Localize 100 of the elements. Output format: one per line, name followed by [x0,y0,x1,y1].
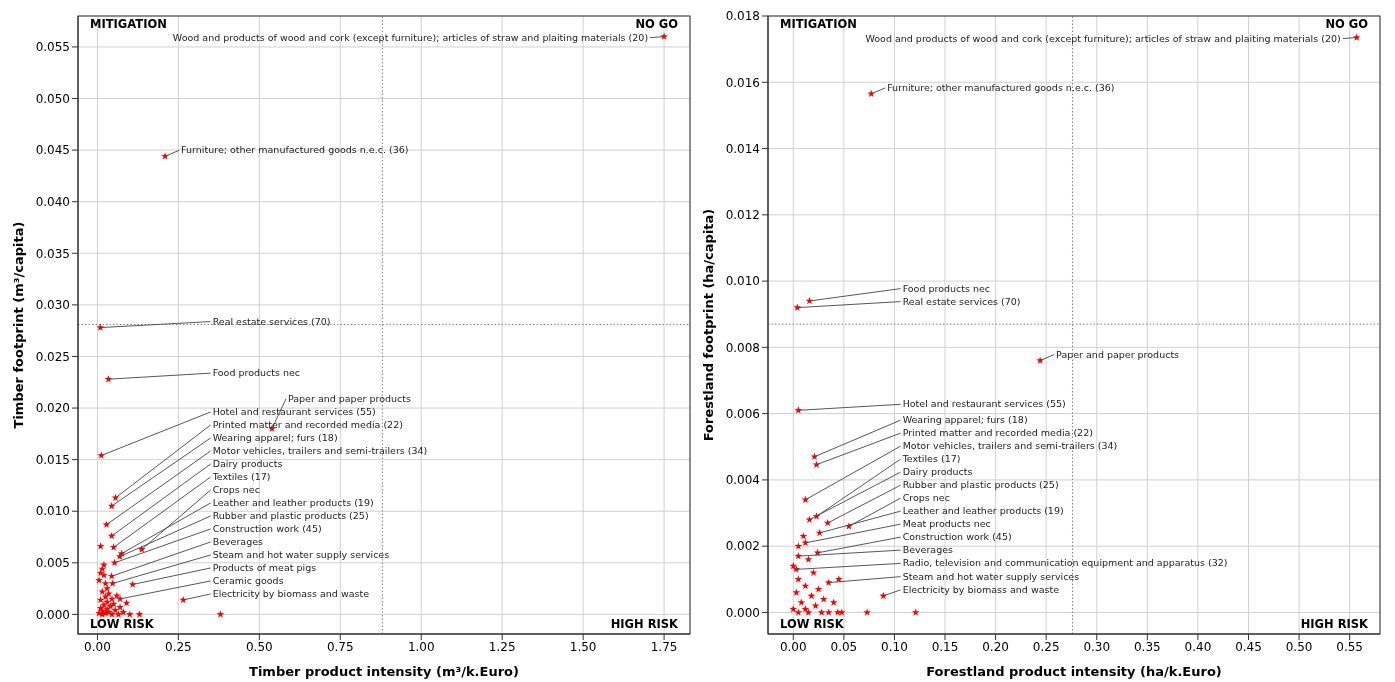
y-tick-label: 0.006 [725,406,760,421]
y-tick-label: 0.020 [35,401,70,416]
x-axis-title: Forestland product intensity (ha/k.Euro) [926,664,1222,679]
x-tick-label: 0.15 [931,639,959,654]
annotation: Furniture; other manufactured goods n.e.c. (36) [181,144,409,156]
annotation: Rubber and plastic products (25) [212,509,369,521]
annotation: Furniture; other manufactured goods n.e.c. (36) [887,81,1115,93]
point [804,555,813,563]
annotation: Radio, television and communication equipment and apparatus (32) [902,557,1228,569]
x-tick-label: 0.00 [84,639,111,654]
x-tick-label: 1.25 [488,639,516,654]
point [824,578,833,586]
point [116,603,124,611]
x-tick-label: 0.20 [982,639,1009,654]
y-tick-label: 0.000 [35,607,70,622]
annotation: NO GO [635,17,679,31]
annotation: Construction work (45) [902,531,1012,543]
y-tick-label: 0.010 [725,274,760,289]
y-tick-label: 0.030 [35,298,70,313]
point [793,303,802,311]
annotation: HIGH RISK [1300,617,1370,631]
point [838,608,846,616]
x-tick-label: 0.50 [1285,639,1313,654]
x-tick-label: 0.10 [881,639,908,654]
annotation: Leather and leather products (19) [212,496,374,508]
point [216,610,225,618]
y-tick-label: 0.050 [35,91,70,106]
annotation: Real estate services (70) [212,315,331,327]
point [111,606,120,614]
point [114,610,123,618]
x-tick-label: 0.75 [326,639,354,654]
x-tick-label: 0.40 [1184,639,1212,654]
x-axis-title: Timber product intensity (m³/k.Euro) [249,664,519,679]
y-tick-label: 0.018 [725,9,760,24]
point [98,587,107,595]
annotation: Textiles (17) [901,453,961,465]
y-tick-label: 0.045 [35,143,70,158]
point [824,608,833,616]
annotation: Leather and leather products (19) [902,505,1064,517]
annotation: Meat products nec [902,518,991,530]
x-tick-label: 0.50 [245,639,273,654]
point [126,610,134,618]
point [829,598,838,606]
point [101,579,110,587]
annotation: Textiles (17) [211,470,271,482]
annotation: Dairy products [212,457,283,469]
point [863,608,871,616]
point [814,585,823,593]
point [119,608,128,616]
y-tick-label: 0.012 [725,208,760,223]
annotation: Rubber and plastic products (25) [902,479,1059,491]
annotation: Steam and hot water supply services [212,548,390,560]
point [1352,33,1361,41]
annotation: MITIGATION [90,17,167,31]
annotation: Electricity by biomass and waste [212,587,370,599]
x-tick-label: 1.50 [569,639,597,654]
point [794,575,803,583]
annotation: Real estate services (70) [902,295,1021,307]
annotation: Hotel and restaurant services (55) [902,398,1066,410]
annotation: Motor vehicles, trailers and semi-trailers (34) [902,440,1118,452]
annotation: Wearing apparel; furs (18) [212,431,338,443]
annotation: Food products nec [902,282,991,294]
y-tick-label: 0.004 [725,473,760,488]
point [135,610,144,618]
point [108,610,116,618]
annotation: Beverages [212,535,264,547]
x-tick-label: 0.00 [779,639,807,654]
annotation: Paper and paper products [1056,348,1180,360]
annotation: Crops nec [212,483,260,495]
x-tick-label: 0.55 [1336,639,1364,654]
annotation: Wearing apparel; furs (18) [902,414,1028,426]
y-tick-label: 0.035 [35,246,70,261]
point [794,608,803,616]
point [797,598,806,606]
annotation: Printed matter and recorded media (22) [212,418,403,430]
x-tick-label: 0.05 [830,639,858,654]
annotation: Motor vehicles, trailers and semi-trailers (34) [212,444,428,456]
point [108,594,116,603]
annotation: MITIGATION [780,17,857,31]
y-axis-title: Timber footprint (m³/capita) [10,221,26,429]
x-tick-label: 0.35 [1133,639,1161,654]
y-tick-label: 0.010 [35,504,70,519]
point [103,584,111,592]
annotation: Food products nec [212,367,301,379]
annotation: Hotel and restaurant services (55) [212,405,376,417]
x-tick-label: 0.45 [1235,639,1262,654]
y-tick-label: 0.055 [35,40,70,55]
point [660,32,668,40]
x-tick-label: 0.25 [1032,639,1060,654]
y-tick-label: 0.014 [725,141,760,156]
annotation: Electricity by biomass and waste [902,583,1060,595]
annotation: LOW RISK [90,617,155,631]
annotation: Crops nec [902,492,950,504]
point [911,608,920,616]
annotation: Printed matter and recorded media (22) [902,427,1093,439]
x-tick-label: 1.00 [407,639,435,654]
annotation: Construction work (45) [212,522,322,534]
annotation: LOW RISK [780,617,845,631]
point [95,576,103,584]
y-tick-label: 0.016 [725,75,760,90]
